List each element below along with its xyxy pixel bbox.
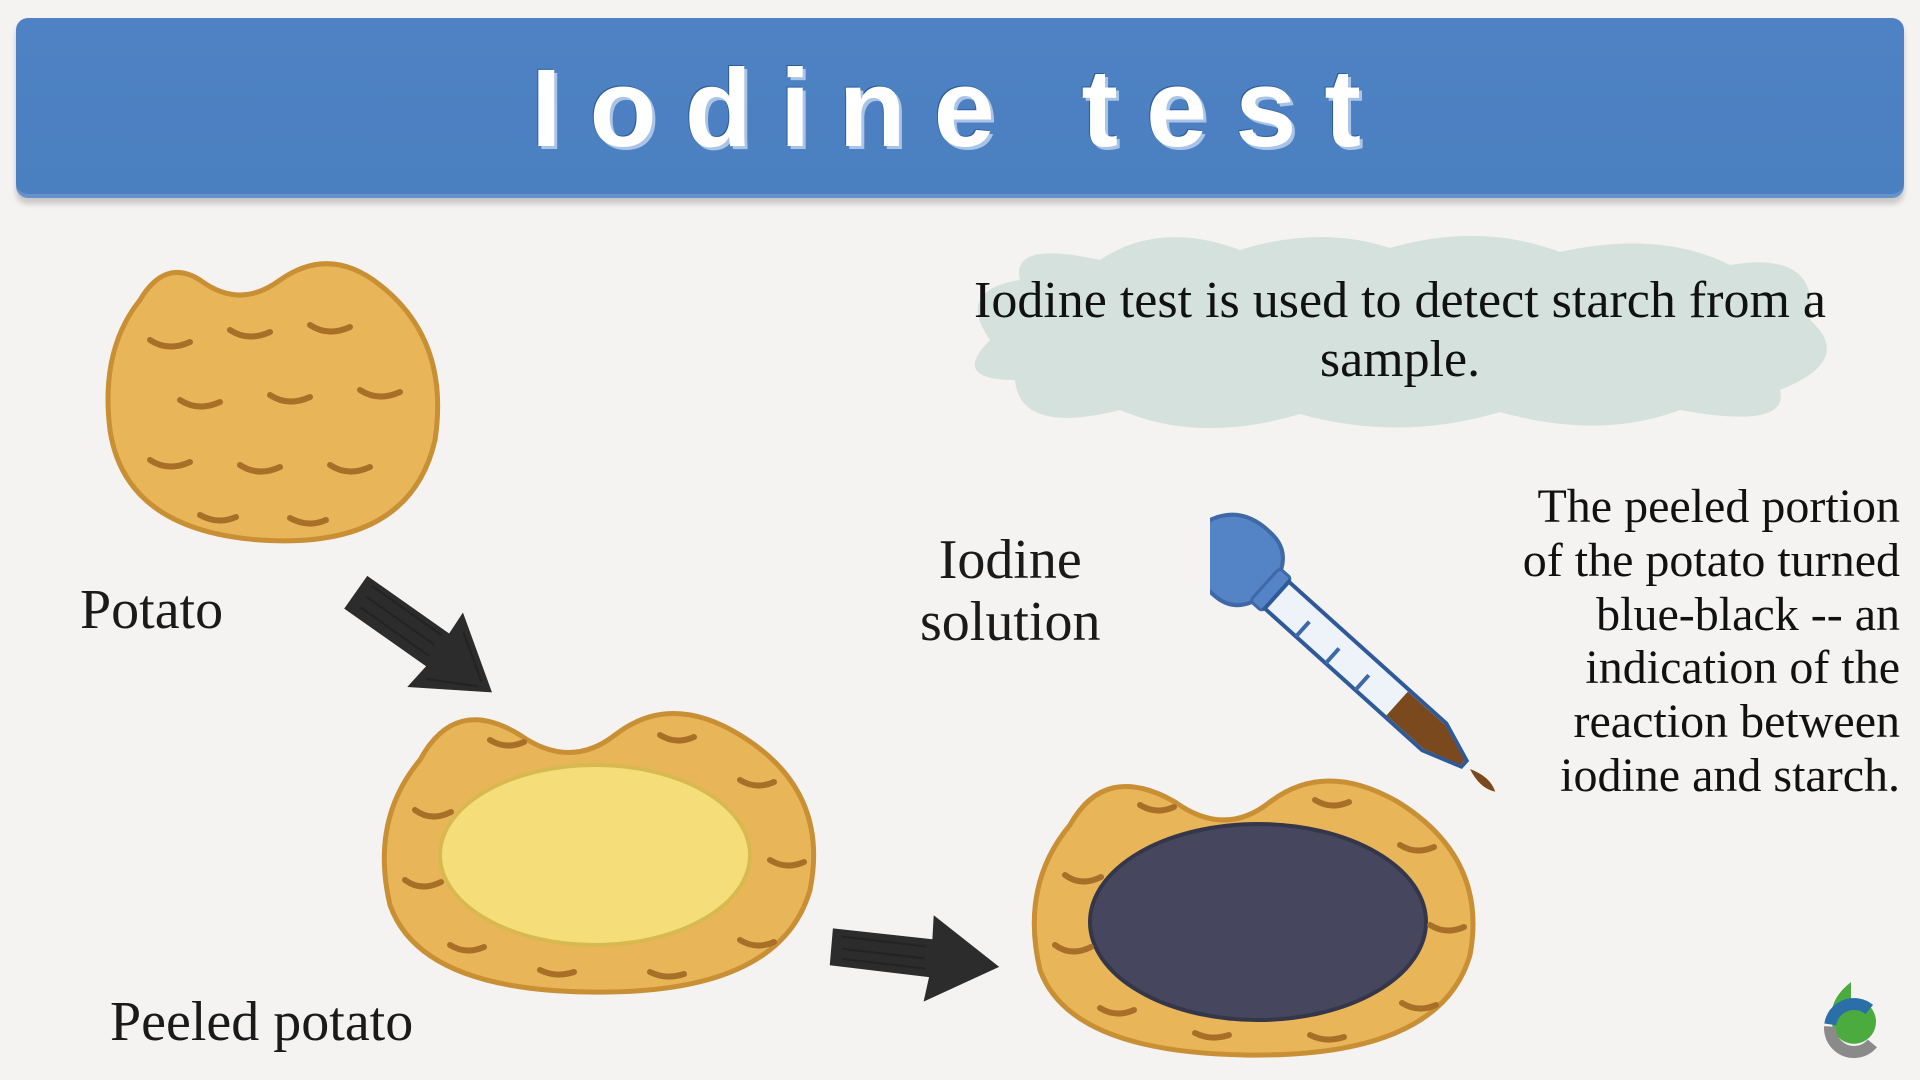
label-iodine-solution: Iodine solution [920, 530, 1100, 653]
potato-whole-illustration [80, 230, 450, 550]
result-explanation: The peeled portion of the potato turned … [1500, 480, 1900, 803]
dropper-illustration [1210, 470, 1510, 870]
page-title: Iodine test [531, 45, 1389, 172]
title-banner: Iodine test [16, 18, 1904, 198]
definition-text: Iodine test is used to detect starch fro… [960, 271, 1840, 389]
arrow-2 [813, 882, 1018, 1027]
potato-peeled-illustration [360, 680, 830, 1000]
brand-logo-icon [1808, 976, 1894, 1062]
label-peeled-potato: Peeled potato [110, 992, 413, 1054]
definition-callout: Iodine test is used to detect starch fro… [960, 230, 1840, 430]
label-potato: Potato [80, 580, 223, 642]
